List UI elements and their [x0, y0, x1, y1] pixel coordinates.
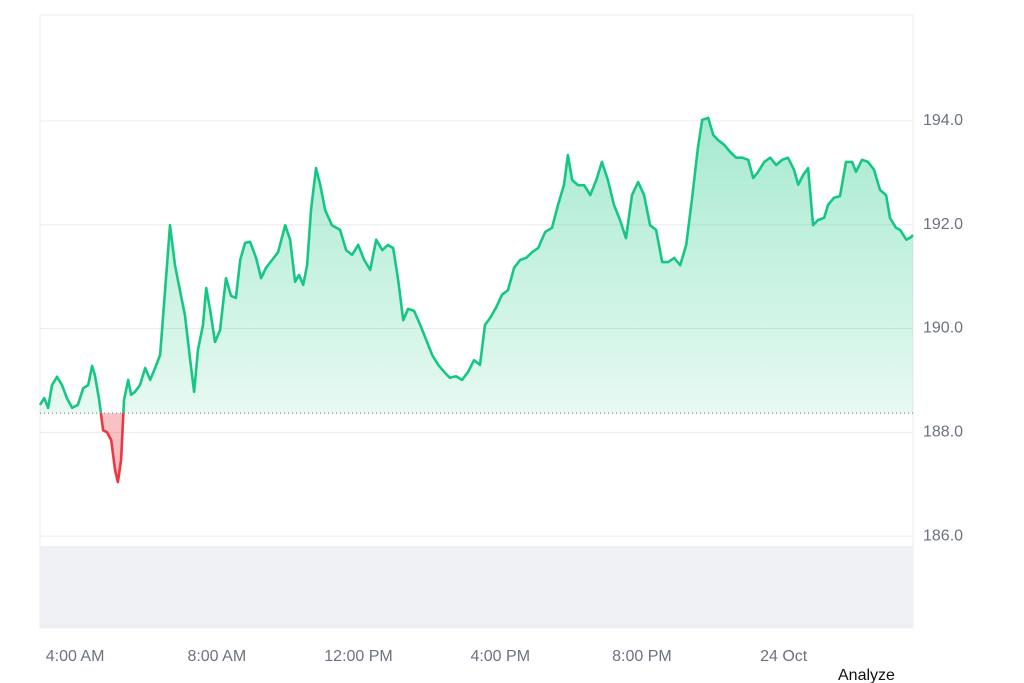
area-up — [40, 117, 913, 414]
y-tick-label: 186.0 — [923, 527, 963, 544]
x-tick-label: 24 Oct — [760, 648, 808, 665]
x-tick-label: 8:00 AM — [187, 648, 246, 665]
analyze-button[interactable]: Analyze — [838, 667, 895, 683]
x-tick-label: 12:00 PM — [324, 648, 392, 665]
y-tick-label: 192.0 — [923, 216, 963, 233]
volume-band — [40, 546, 913, 628]
y-tick-label: 194.0 — [923, 112, 963, 129]
x-tick-label: 8:00 PM — [612, 648, 672, 665]
y-tick-label: 190.0 — [923, 320, 963, 337]
price-line-up — [38, 116, 914, 414]
x-tick-label: 4:00 AM — [46, 648, 105, 665]
x-tick-label: 4:00 PM — [470, 648, 530, 665]
y-tick-label: 188.0 — [923, 424, 963, 441]
